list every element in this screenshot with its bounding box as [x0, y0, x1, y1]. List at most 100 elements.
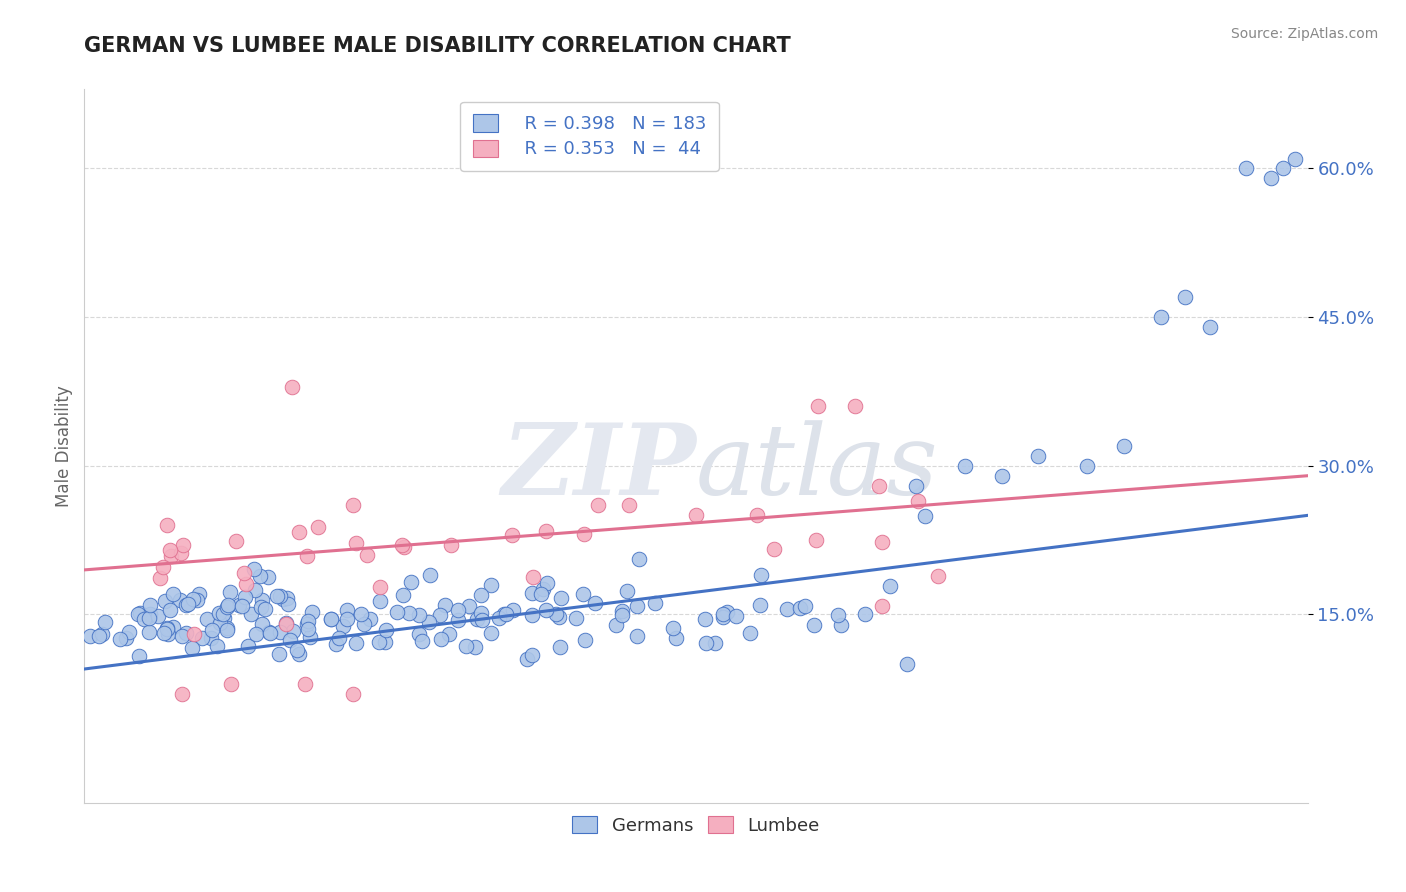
Point	[273, 591, 295, 606]
Point	[610, 607, 633, 622]
Point	[108, 632, 131, 646]
Point	[626, 599, 648, 613]
Point	[896, 657, 918, 671]
Point	[853, 607, 876, 621]
Point	[872, 535, 894, 549]
Point	[907, 493, 929, 508]
Point	[159, 543, 181, 558]
Point	[605, 617, 627, 632]
Point	[257, 569, 280, 583]
Point	[270, 625, 292, 640]
Point	[181, 641, 204, 656]
Point	[695, 636, 717, 650]
Point	[437, 627, 460, 641]
Point	[350, 607, 373, 622]
Point	[336, 612, 359, 626]
Point	[134, 612, 156, 626]
Point	[548, 640, 571, 654]
Point	[152, 559, 174, 574]
Point	[254, 601, 277, 615]
Point	[479, 578, 502, 592]
Point	[295, 549, 318, 563]
Point	[793, 599, 815, 613]
Point	[844, 400, 866, 414]
Point	[408, 607, 430, 622]
Point	[546, 607, 568, 622]
Point	[276, 615, 298, 630]
Point	[695, 612, 717, 626]
Point	[368, 580, 391, 594]
Point	[1260, 171, 1282, 186]
Point	[488, 611, 510, 625]
Point	[266, 589, 288, 603]
Point	[205, 640, 228, 654]
Point	[342, 499, 364, 513]
Point	[174, 598, 197, 612]
Point	[447, 603, 470, 617]
Point	[188, 586, 211, 600]
Point	[215, 623, 238, 637]
Point	[418, 615, 440, 629]
Point	[374, 635, 396, 649]
Point	[245, 627, 267, 641]
Point	[129, 607, 152, 621]
Point	[458, 599, 481, 613]
Point	[195, 612, 218, 626]
Point	[612, 604, 634, 618]
Point	[385, 605, 408, 619]
Point	[571, 587, 593, 601]
Point	[294, 677, 316, 691]
Point	[276, 617, 298, 632]
Point	[250, 616, 273, 631]
Legend: Germans, Lumbee: Germans, Lumbee	[564, 807, 828, 844]
Point	[392, 540, 415, 554]
Point	[172, 538, 194, 552]
Point	[148, 571, 170, 585]
Point	[283, 624, 305, 639]
Point	[359, 612, 381, 626]
Point	[181, 591, 204, 606]
Point	[419, 567, 441, 582]
Point	[408, 627, 430, 641]
Point	[516, 652, 538, 666]
Point	[1236, 161, 1258, 176]
Point	[776, 601, 799, 615]
Point	[429, 607, 451, 622]
Point	[332, 619, 354, 633]
Point	[160, 549, 183, 564]
Point	[170, 629, 193, 643]
Point	[139, 599, 162, 613]
Point	[716, 605, 738, 619]
Point	[94, 615, 117, 630]
Point	[740, 626, 762, 640]
Point	[479, 626, 502, 640]
Point	[79, 629, 101, 643]
Point	[177, 597, 200, 611]
Point	[531, 582, 554, 596]
Point	[276, 597, 298, 611]
Point	[259, 625, 281, 640]
Point	[299, 630, 322, 644]
Point	[342, 687, 364, 701]
Point	[215, 621, 238, 635]
Point	[301, 605, 323, 619]
Point	[297, 622, 319, 636]
Point	[136, 608, 159, 623]
Point	[207, 606, 229, 620]
Point	[520, 608, 543, 623]
Point	[530, 587, 553, 601]
Point	[572, 527, 595, 541]
Point	[502, 602, 524, 616]
Point	[356, 549, 378, 563]
Point	[534, 524, 557, 538]
Point	[90, 627, 112, 641]
Point	[240, 607, 263, 621]
Point	[1076, 458, 1098, 473]
Point	[751, 567, 773, 582]
Point	[807, 400, 830, 414]
Point	[190, 631, 212, 645]
Point	[89, 629, 111, 643]
Point	[249, 569, 271, 583]
Point	[201, 623, 224, 637]
Point	[186, 592, 208, 607]
